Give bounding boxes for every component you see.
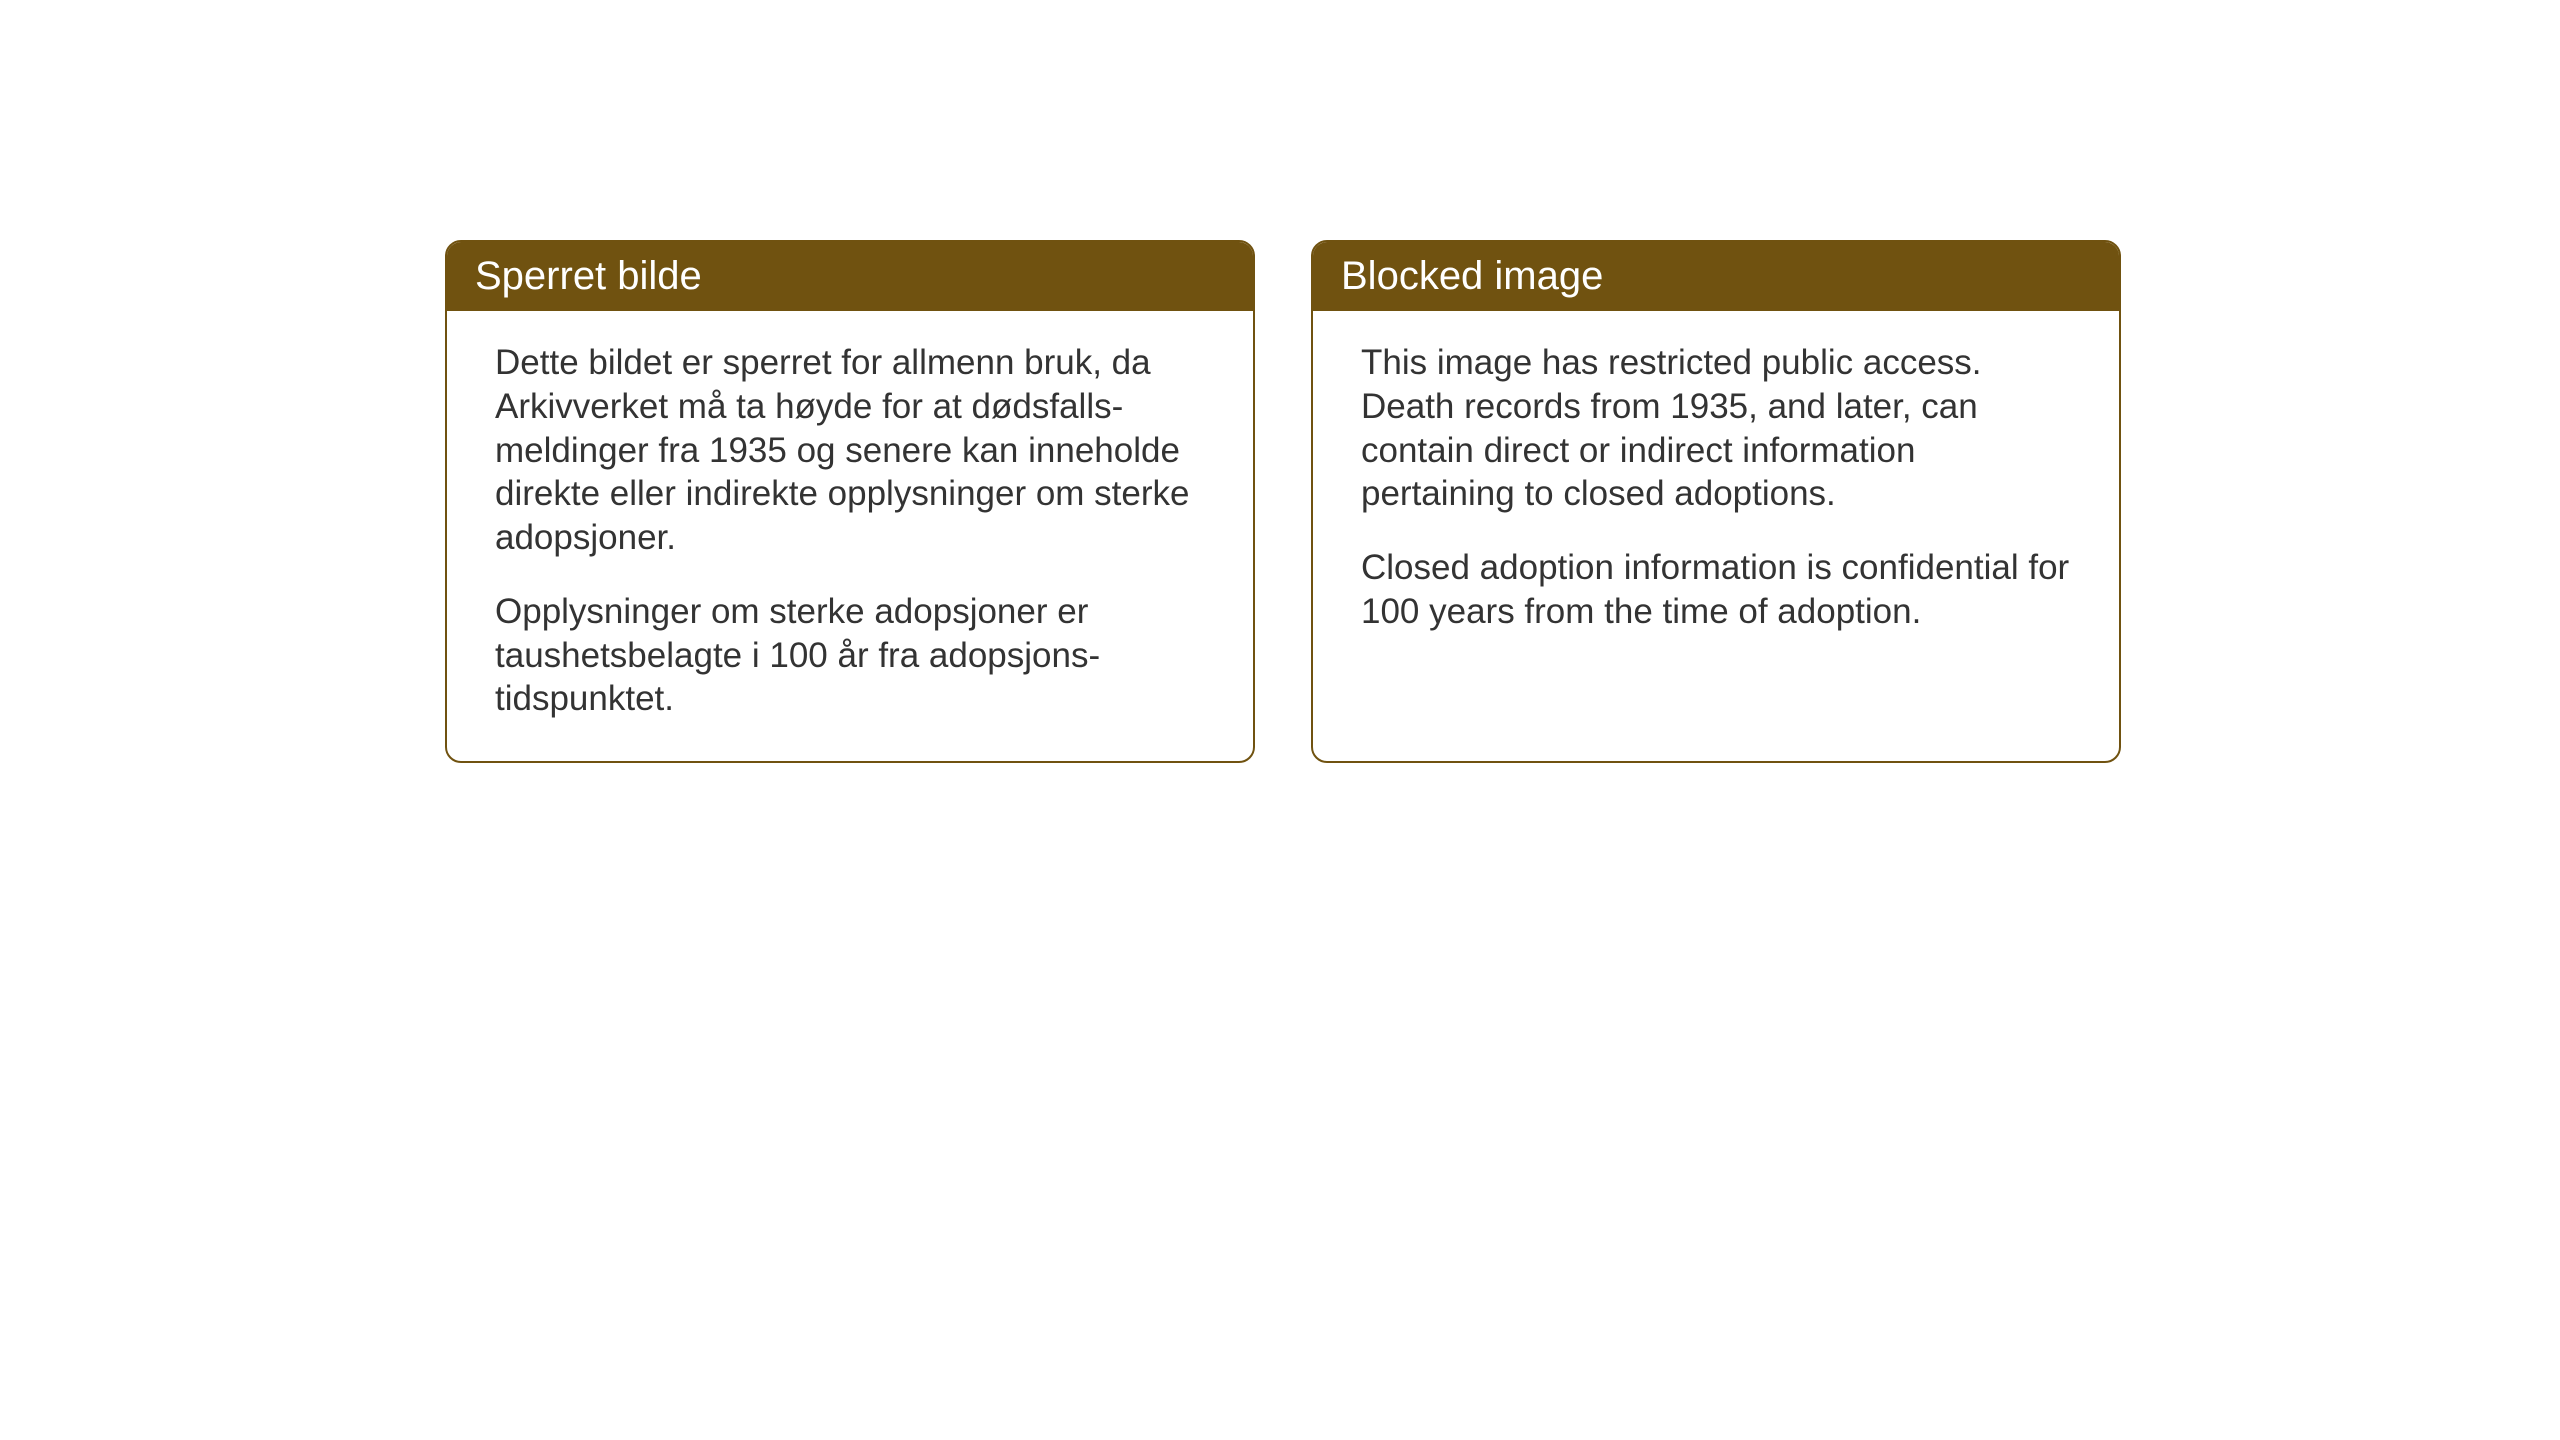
card-title: Sperret bilde (475, 254, 702, 298)
card-paragraph: Opplysninger om sterke adopsjoner er tau… (495, 590, 1205, 721)
card-header-english: Blocked image (1313, 242, 2119, 311)
card-title: Blocked image (1341, 254, 1603, 298)
card-paragraph: Dette bildet er sperret for allmenn bruk… (495, 341, 1205, 560)
card-body-norwegian: Dette bildet er sperret for allmenn bruk… (447, 311, 1253, 761)
card-paragraph: Closed adoption information is confident… (1361, 546, 2071, 634)
card-paragraph: This image has restricted public access.… (1361, 341, 2071, 516)
card-body-english: This image has restricted public access.… (1313, 311, 2119, 674)
notice-card-norwegian: Sperret bilde Dette bildet er sperret fo… (445, 240, 1255, 763)
card-header-norwegian: Sperret bilde (447, 242, 1253, 311)
notice-card-english: Blocked image This image has restricted … (1311, 240, 2121, 763)
notice-cards-container: Sperret bilde Dette bildet er sperret fo… (445, 240, 2121, 763)
